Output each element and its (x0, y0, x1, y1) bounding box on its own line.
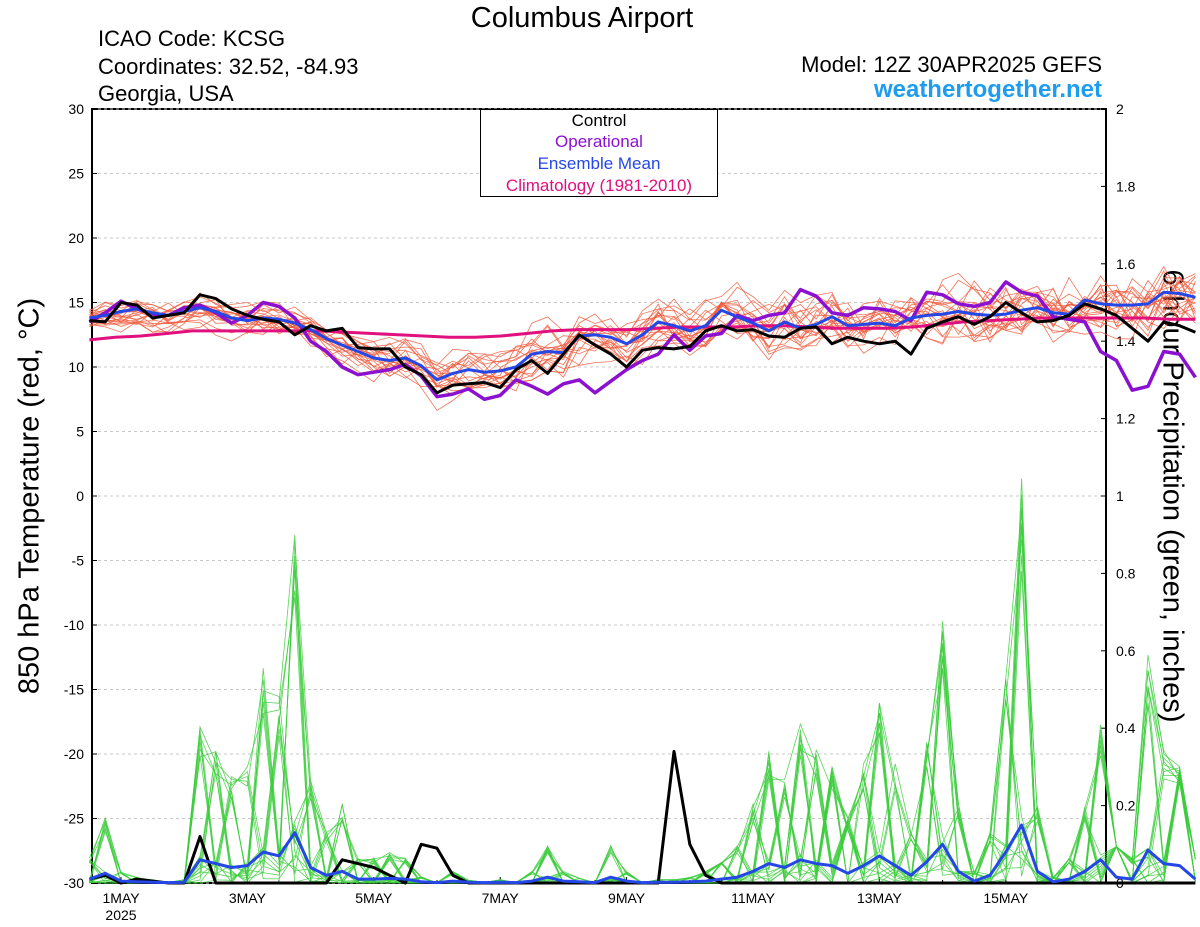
site-link[interactable]: weathertogether.net (873, 76, 1102, 103)
x-tick-label: 11MAY (731, 890, 775, 906)
legend-item-operational: Operational (555, 132, 643, 151)
y-tick-label: -10 (64, 617, 84, 633)
y-tick-label: 10 (68, 359, 84, 375)
legend-item-climatology: Climatology (1981-2010) (505, 176, 693, 195)
series-climatology-1981-2010--temperature-line (89, 316, 1196, 342)
series-control-temperature-line (89, 293, 1196, 395)
x-tick-sublabel: 2025 (105, 907, 136, 923)
x-tick-label: 5MAY (355, 890, 393, 906)
y-tick-label: 30 (68, 101, 84, 117)
ensemble-member-temperature-line (89, 273, 1196, 371)
ensemble-member-temperature-line (89, 275, 1196, 392)
y-tick-label: -25 (64, 811, 84, 827)
legend: Control Operational Ensemble Mean Climat… (480, 109, 718, 197)
y2-tick-label: 0.8 (1116, 565, 1136, 581)
y-tick-label: -30 (64, 875, 84, 891)
region-label: Georgia, USA (98, 81, 234, 106)
y2-tick-label: 2 (1116, 101, 1124, 117)
x-tick-label: 1MAY (102, 890, 140, 906)
y2-tick-label: 1.6 (1116, 256, 1136, 272)
y-tick-label: 20 (68, 230, 84, 246)
ensemble-member-temperature-line (89, 265, 1196, 386)
y-tick-label: 15 (68, 295, 84, 311)
series-operational-temperature-line (88, 280, 1197, 402)
ensemble-member-precipitation-line (89, 590, 1196, 884)
ensemble-member-precipitation-line (89, 555, 1196, 884)
legend-item-ensemble-mean: Ensemble Mean (537, 154, 661, 173)
y2-tick-label: 1.4 (1116, 333, 1136, 349)
y2-tick-label: 0.6 (1116, 643, 1136, 659)
x-tick-label: 15MAY (983, 890, 1029, 906)
y2-tick-label: 1.2 (1116, 411, 1136, 427)
y2-tick-label: 0.2 (1116, 798, 1136, 814)
x-tick-label: 9MAY (608, 890, 646, 906)
y2-tick-label: 0.4 (1116, 720, 1136, 736)
ensemble-member-temperature-line (89, 275, 1196, 380)
ensemble-member-temperature-line (89, 282, 1196, 412)
ensemble-member-precipitation-line (89, 597, 1196, 884)
x-tick-label: 13MAY (857, 890, 903, 906)
y-tick-label: 0 (76, 488, 84, 504)
series-ensemble-mean-temperature-line (89, 290, 1196, 382)
y-tick-label: -20 (64, 746, 84, 762)
coordinates-label: Coordinates: 32.52, -84.93 (98, 54, 359, 79)
legend-item-control: Control (571, 111, 627, 130)
y2-tick-label: 1.8 (1116, 178, 1136, 194)
y-tick-label: 25 (68, 166, 84, 182)
x-tick-label: 7MAY (482, 890, 520, 906)
x-tick-label: 3MAY (229, 890, 267, 906)
y-tick-label: 5 (76, 424, 84, 440)
y-tick-label: -15 (64, 682, 84, 698)
model-label: Model: 12Z 30APR2025 GEFS (801, 52, 1102, 77)
chart-title: Columbus Airport (470, 2, 694, 34)
y2-tick-label: 1 (1116, 488, 1124, 504)
y-tick-label: -5 (72, 553, 85, 569)
ensemble-member-temperature-line (89, 280, 1196, 380)
series-ensemble-mean-precipitation-line (88, 823, 1197, 885)
icao-code-label: ICAO Code: KCSG (98, 26, 286, 51)
ensemble-member-precipitation-line (89, 507, 1196, 884)
